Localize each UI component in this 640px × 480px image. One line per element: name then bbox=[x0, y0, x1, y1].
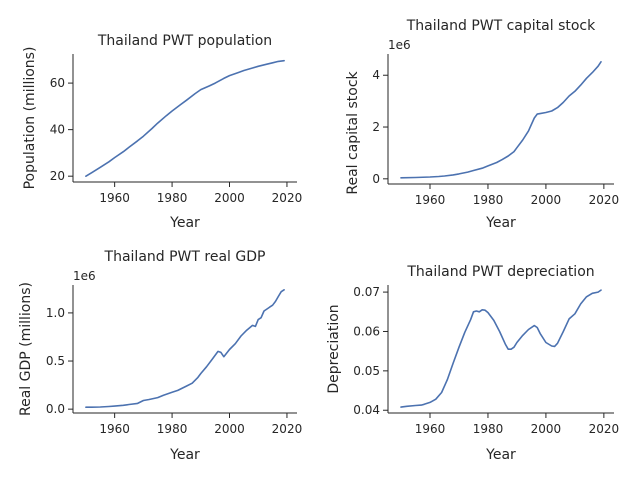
y-tick-label: 0.04 bbox=[353, 403, 380, 417]
y-tick-label: 4 bbox=[372, 68, 380, 82]
x-tick-label: 1960 bbox=[415, 422, 446, 436]
x-tick-label: 1960 bbox=[99, 422, 130, 436]
x-tick-label: 2020 bbox=[272, 191, 303, 205]
x-tick-label: 2000 bbox=[531, 422, 562, 436]
x-axis-label: Year bbox=[485, 215, 516, 231]
subplot-population: Thailand PWT population Year Population … bbox=[22, 33, 302, 231]
x-tick-label: 1980 bbox=[473, 193, 504, 207]
chart-title: Thailand PWT population bbox=[97, 33, 272, 49]
series-line bbox=[85, 59, 285, 177]
x-axis-label: Year bbox=[169, 447, 200, 463]
y-tick-label: 40 bbox=[50, 123, 65, 137]
x-axis-label: Year bbox=[485, 447, 516, 463]
subplot-depreciation: Thailand PWT depreciation Year Depreciat… bbox=[326, 264, 619, 463]
y-tick-label: 2 bbox=[372, 120, 380, 134]
y-tick-label: 0.05 bbox=[353, 364, 380, 378]
y-tick-label: 0.07 bbox=[353, 285, 380, 299]
y-tick-label: 1.0 bbox=[46, 306, 65, 320]
y-tick-label: 60 bbox=[50, 76, 65, 90]
x-tick-label: 1980 bbox=[157, 422, 188, 436]
x-tick-label: 2020 bbox=[272, 422, 303, 436]
y-axis-label: Depreciation bbox=[326, 304, 342, 393]
y-tick-label: 0.0 bbox=[46, 402, 65, 416]
x-tick-label: 2020 bbox=[589, 193, 620, 207]
plot-area: 1960 1980 2000 2020 0.0 0.5 1.0 bbox=[46, 285, 302, 436]
plot-area: 1960 1980 2000 2020 0.04 0.05 0.06 0.07 bbox=[353, 285, 619, 436]
x-tick-label: 2020 bbox=[589, 422, 620, 436]
series-line bbox=[400, 60, 602, 179]
y-axis-label: Population (millions) bbox=[22, 47, 38, 190]
chart-title: Thailand PWT real GDP bbox=[104, 249, 266, 265]
x-tick-label: 2000 bbox=[214, 191, 245, 205]
y-axis-label: Real GDP (millions) bbox=[18, 282, 34, 416]
y-tick-label: 0 bbox=[372, 172, 380, 186]
y-offset-label: 1e6 bbox=[388, 38, 411, 52]
series-line bbox=[400, 289, 602, 408]
subplot-real-gdp: Thailand PWT real GDP Year Real GDP (mil… bbox=[18, 249, 302, 463]
y-offset-label: 1e6 bbox=[73, 269, 96, 283]
x-tick-label: 2000 bbox=[531, 193, 562, 207]
chart-title: Thailand PWT capital stock bbox=[406, 18, 596, 34]
series-line bbox=[85, 288, 285, 409]
x-tick-label: 1980 bbox=[473, 422, 504, 436]
x-tick-label: 1980 bbox=[157, 191, 188, 205]
plot-area: 1960 1980 2000 2020 0 2 4 bbox=[372, 54, 619, 207]
x-tick-label: 2000 bbox=[214, 422, 245, 436]
subplot-capital-stock: Thailand PWT capital stock Year Real cap… bbox=[345, 18, 619, 231]
x-tick-label: 1960 bbox=[415, 193, 446, 207]
x-tick-label: 1960 bbox=[99, 191, 130, 205]
y-axis-label: Real capital stock bbox=[345, 70, 361, 194]
x-axis-label: Year bbox=[169, 215, 200, 231]
y-tick-label: 0.06 bbox=[353, 324, 380, 338]
y-tick-label: 0.5 bbox=[46, 354, 65, 368]
y-tick-label: 20 bbox=[50, 169, 65, 183]
chart-title: Thailand PWT depreciation bbox=[406, 264, 594, 280]
